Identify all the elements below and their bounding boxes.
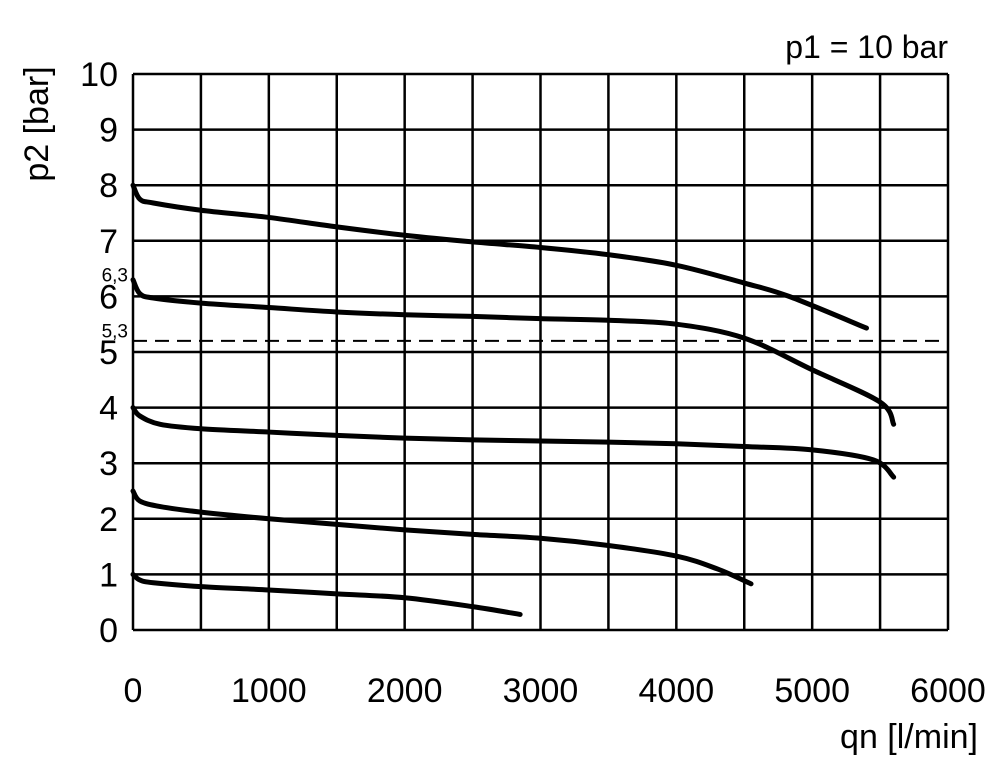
x-axis-label: qn [l/min] <box>840 718 978 756</box>
series-line-5 <box>130 571 523 617</box>
x-tick-labels: 0 1000 2000 3000 4000 5000 6000 <box>124 672 986 710</box>
y-tick-label: 5 <box>99 334 118 372</box>
x-tick-label: 4000 <box>639 672 715 710</box>
y-tick-label: 0 <box>99 612 118 650</box>
y-tick-labels: 0 1 2 3 4 5 6 7 8 9 10 <box>80 56 118 650</box>
y-tick-label: 9 <box>99 112 118 150</box>
y-tick-label: 8 <box>99 167 118 205</box>
x-tick-label: 2000 <box>367 672 443 710</box>
x-tick-label: 0 <box>124 672 143 710</box>
series-line-2 <box>130 277 897 427</box>
y-tick-label: 1 <box>99 556 118 594</box>
annotation-label: 5,3 <box>102 321 128 342</box>
chart-title: p1 = 10 bar <box>785 29 948 65</box>
annotations: 6,3 5,3 <box>102 266 128 343</box>
y-axis-label: p2 [bar] <box>18 66 56 181</box>
grid <box>131 72 950 632</box>
series-group <box>130 182 897 617</box>
annotation-label: 6,3 <box>102 266 128 287</box>
x-tick-label: 6000 <box>910 672 986 710</box>
x-tick-label: 1000 <box>231 672 307 710</box>
y-tick-label: 6 <box>99 278 118 316</box>
y-tick-label: 7 <box>99 223 118 261</box>
series-line-1 <box>130 182 869 331</box>
series-line-3 <box>130 405 897 480</box>
y-tick-label: 10 <box>80 56 118 94</box>
x-tick-label: 3000 <box>503 672 579 710</box>
series-line-4 <box>130 488 754 587</box>
y-tick-label: 3 <box>99 445 118 483</box>
y-tick-label: 4 <box>99 390 118 428</box>
y-tick-label: 2 <box>99 501 118 539</box>
x-tick-label: 5000 <box>774 672 850 710</box>
